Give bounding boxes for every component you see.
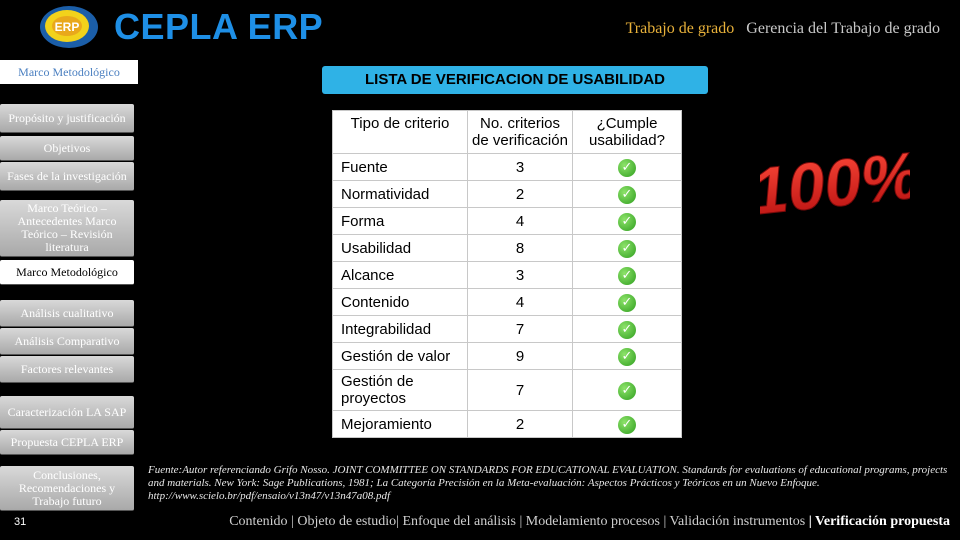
sidebar-item-analisis-comparativo[interactable]: Análisis Comparativo (0, 328, 134, 355)
table-row: Integrabilidad 7 ✓ (332, 315, 682, 343)
table-row: Normatividad 2 ✓ (332, 180, 682, 208)
footer-link-objeto[interactable]: Objeto de estudio (297, 514, 397, 529)
check-circle-icon: ✓ (618, 266, 636, 285)
table-row: Usabilidad 8 ✓ (332, 234, 682, 262)
sidebar-section-title: Marco Metodológico (0, 60, 138, 84)
cell-num: 8 (467, 234, 573, 262)
sidebar-item-propuesta[interactable]: Propuesta CEPLA ERP (0, 430, 134, 455)
sidebar-item-proposito[interactable]: Propósito y justificación (0, 104, 134, 133)
tab-trabajo-de-grado[interactable]: Trabajo de grado (625, 20, 735, 37)
header-tabs: Trabajo de grado Gerencia del Trabajo de… (626, 20, 940, 38)
cell-tipo: Gestión de valor (332, 342, 468, 370)
cell-num: 3 (467, 261, 573, 289)
sidebar-item-caracterizacion[interactable]: Caracterización LA SAP (0, 396, 134, 429)
table-row: Alcance 3 ✓ (332, 261, 682, 289)
check-circle-icon: ✓ (618, 185, 636, 204)
check-circle-icon: ✓ (618, 347, 636, 366)
sidebar-item-fases[interactable]: Fases de la investigación (0, 162, 134, 191)
logo-text: ERP (55, 20, 80, 34)
sidebar-item-analisis-cualitativo[interactable]: Análisis cualitativo (0, 300, 134, 327)
cell-tipo: Forma (332, 207, 468, 235)
table-row: Mejoramiento 2 ✓ (332, 410, 682, 438)
column-header-tipo: Tipo de criterio (332, 110, 468, 154)
cell-tipo: Contenido (332, 288, 468, 316)
cell-num: 2 (467, 180, 573, 208)
cell-tipo: Integrabilidad (332, 315, 468, 343)
cell-tipo: Mejoramiento (332, 410, 468, 438)
footer-link-modelamiento[interactable]: Modelamiento procesos (525, 514, 660, 529)
cell-num: 9 (467, 342, 573, 370)
sidebar-item-conclusiones[interactable]: Conclusiones, Recomendaciones y Trabajo … (0, 466, 134, 511)
brand-name: CEPLA ERP (114, 6, 324, 47)
cell-tipo: Normatividad (332, 180, 468, 208)
table-row: Contenido 4 ✓ (332, 288, 682, 316)
cell-num: 4 (467, 207, 573, 235)
cell-num: 7 (467, 369, 573, 411)
column-header-numero: No. criterios de verificación (467, 110, 573, 154)
cell-num: 7 (467, 315, 573, 343)
table-row: Forma 4 ✓ (332, 207, 682, 235)
page-number: 31 (14, 516, 27, 528)
cell-num: 3 (467, 153, 573, 181)
check-circle-icon: ✓ (618, 415, 636, 434)
criteria-table: Tipo de criterio No. criterios de verifi… (332, 110, 682, 438)
check-circle-icon: ✓ (618, 381, 636, 400)
footer-link-enfoque[interactable]: Enfoque del análisis (402, 514, 516, 529)
footer-link-verificacion[interactable]: Verificación propuesta (815, 514, 950, 529)
cell-tipo: Fuente (332, 153, 468, 181)
footer-link-validacion[interactable]: Validación instrumentos (669, 514, 806, 529)
cell-tipo: Usabilidad (332, 234, 468, 262)
check-circle-icon: ✓ (618, 158, 636, 177)
logo-icon: ERP (40, 6, 98, 48)
cell-tipo: Alcance (332, 261, 468, 289)
sidebar-item-factores[interactable]: Factores relevantes (0, 356, 134, 383)
check-circle-icon: ✓ (618, 239, 636, 258)
cell-num: 4 (467, 288, 573, 316)
table-row: Gestión de proyectos 7 ✓ (332, 369, 682, 411)
table-row: Gestión de valor 9 ✓ (332, 342, 682, 370)
badge-text: 100% (760, 140, 910, 220)
table-row: Fuente 3 ✓ (332, 153, 682, 181)
sidebar-item-marco-teorico[interactable]: Marco Teórico – Antecedentes Marco Teóri… (0, 200, 134, 257)
source-note: Fuente:Autor referenciando Grifo Nosso. … (148, 464, 948, 502)
sidebar-item-marco-metodologico[interactable]: Marco Metodológico (0, 260, 134, 285)
cell-tipo: Gestión de proyectos (332, 369, 468, 411)
footer-link-contenido[interactable]: Contenido (229, 514, 288, 529)
sidebar-item-objetivos[interactable]: Objetivos (0, 136, 134, 161)
table-header-row: Tipo de criterio No. criterios de verifi… (332, 110, 682, 154)
column-header-cumple: ¿Cumple usabilidad? (572, 110, 682, 154)
check-circle-icon: ✓ (618, 212, 636, 231)
page-title: LISTA DE VERIFICACION DE USABILIDAD (322, 66, 708, 94)
check-circle-icon: ✓ (618, 293, 636, 312)
cell-num: 2 (467, 410, 573, 438)
hundred-percent-badge: 100% (760, 140, 910, 220)
check-circle-icon: ✓ (618, 320, 636, 339)
footer-breadcrumb: Contenido | Objeto de estudio| Enfoque d… (229, 514, 950, 529)
tab-gerencia[interactable]: Gerencia del Trabajo de grado (746, 20, 940, 37)
